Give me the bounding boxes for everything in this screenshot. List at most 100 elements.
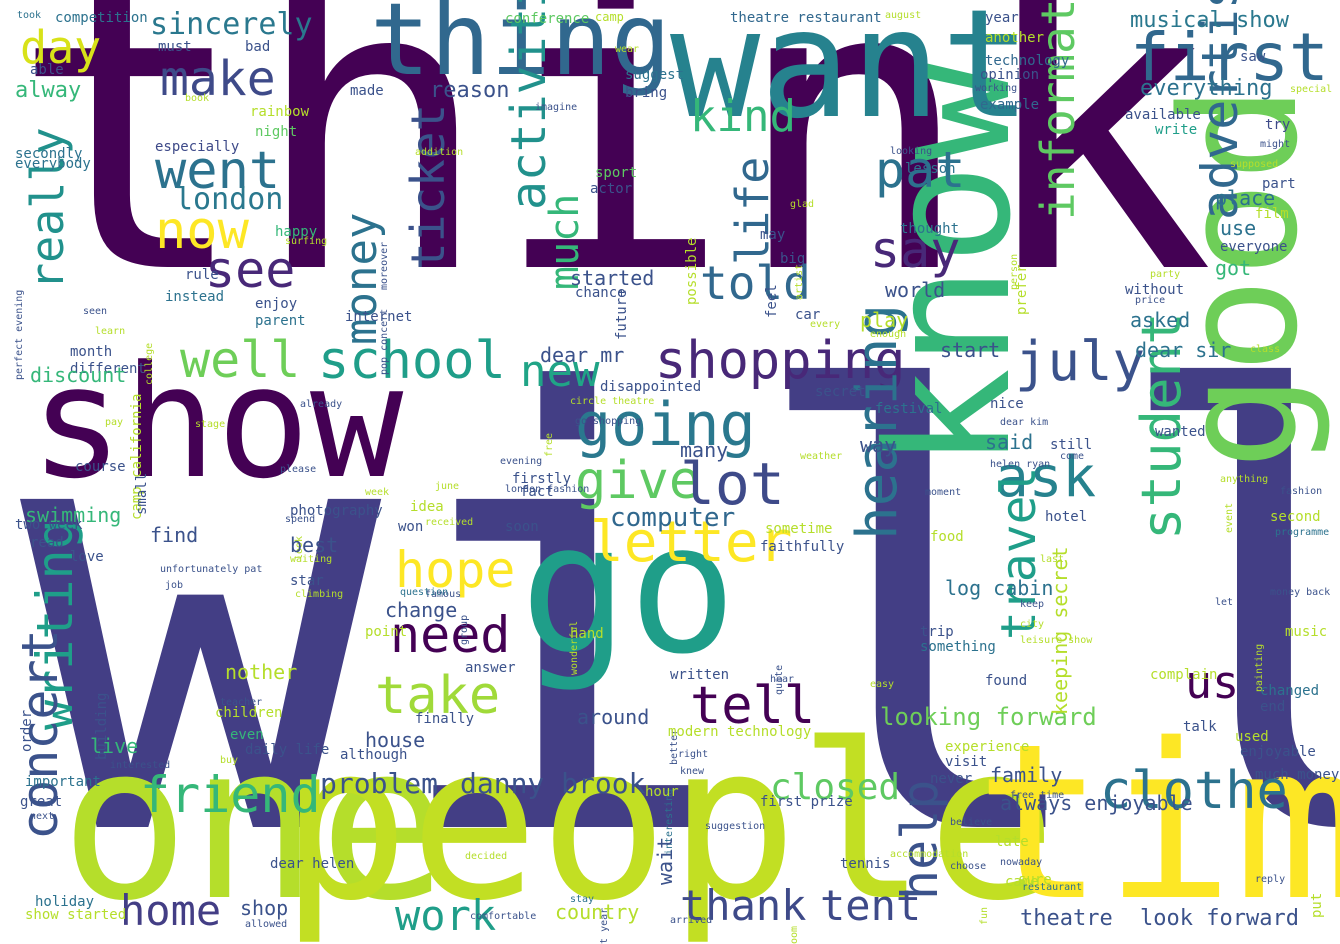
word-free-time: free time bbox=[1010, 790, 1065, 801]
word-clothe: clothe bbox=[1100, 761, 1288, 821]
word-reply: reply bbox=[1255, 874, 1286, 885]
word-part: part bbox=[1262, 176, 1296, 192]
word-musical-show: musical show bbox=[1130, 8, 1289, 33]
word-faithfully: faithfully bbox=[760, 539, 845, 555]
word-took: took bbox=[17, 10, 42, 21]
word-always-enjoyable: always enjoyable bbox=[1000, 791, 1193, 815]
word-june: june bbox=[435, 481, 460, 492]
word-asked: asked bbox=[1130, 308, 1191, 332]
word-anything: anything bbox=[1220, 474, 1269, 485]
word-find: find bbox=[150, 523, 199, 547]
word-although: although bbox=[340, 747, 408, 763]
word-complain: complain bbox=[1150, 667, 1218, 683]
word-read: read bbox=[30, 535, 64, 551]
word-enough: enough bbox=[870, 329, 907, 340]
word-world: world bbox=[885, 278, 946, 302]
word-ticket: ticket bbox=[401, 103, 455, 270]
word-addition: addition bbox=[415, 147, 464, 158]
word-lesson: lesson bbox=[905, 161, 956, 177]
word-suggest: suggest bbox=[625, 67, 685, 83]
word-evening: evening bbox=[500, 456, 543, 467]
word-reason: reason bbox=[430, 78, 510, 103]
word-need: need bbox=[390, 606, 511, 664]
word-now: now bbox=[155, 201, 249, 261]
word-got: got bbox=[1215, 256, 1252, 280]
word-made: made bbox=[350, 83, 384, 99]
word-believe: believe bbox=[950, 817, 993, 828]
word-nice: nice bbox=[990, 396, 1024, 412]
word-one: one bbox=[60, 697, 449, 944]
word-country: country bbox=[555, 900, 640, 924]
word-come: come bbox=[1060, 451, 1085, 462]
word-moment: moment bbox=[925, 487, 962, 498]
word-danny-brook: danny brook bbox=[460, 767, 646, 800]
word-hear: hear bbox=[770, 674, 795, 685]
word-instead: instead bbox=[165, 289, 225, 305]
word-must: must bbox=[158, 39, 192, 55]
word-small: small bbox=[134, 472, 150, 515]
word-looking: looking bbox=[890, 146, 933, 157]
word-home: home bbox=[120, 886, 222, 935]
word-wear: wear bbox=[615, 44, 640, 55]
word-day: day bbox=[20, 21, 102, 74]
word-family: family bbox=[990, 763, 1063, 787]
word-daily-life: daily life bbox=[245, 742, 330, 758]
word-right: right bbox=[678, 749, 709, 760]
word-won: won bbox=[398, 519, 424, 535]
word-soon: soon bbox=[505, 519, 539, 535]
word-august: august bbox=[885, 10, 922, 21]
word-came: came bbox=[1005, 874, 1039, 890]
word-chance: chance bbox=[575, 285, 626, 301]
word-may: may bbox=[760, 227, 786, 243]
word-shopping: shopping bbox=[655, 331, 906, 391]
word-conference: conference bbox=[505, 11, 590, 27]
word-secret: secret bbox=[815, 384, 866, 400]
word-children: children bbox=[215, 705, 283, 721]
word-changed: changed bbox=[1260, 683, 1320, 699]
word-class: class bbox=[1250, 344, 1281, 355]
word-wanted: wanted bbox=[1155, 424, 1206, 440]
word-college: college bbox=[144, 342, 155, 385]
word-competition: competition bbox=[55, 10, 148, 26]
word-festival: festival bbox=[875, 401, 943, 417]
word-sure: sure bbox=[1018, 872, 1052, 888]
word-photography: photography bbox=[290, 503, 383, 519]
word-finally: finally bbox=[415, 711, 475, 727]
word-car: car bbox=[795, 307, 821, 323]
word-go: go bbox=[520, 485, 737, 694]
word-answer: answer bbox=[465, 660, 516, 676]
word-actor: actor bbox=[590, 181, 633, 197]
word-bad: bad bbox=[245, 39, 271, 55]
word-look-forward: look forward bbox=[1140, 906, 1299, 931]
word-year: year bbox=[985, 10, 1019, 26]
word-friend: friend bbox=[140, 766, 321, 824]
word-let: let bbox=[1215, 597, 1234, 608]
word-film: film bbox=[1255, 206, 1289, 222]
word-see: see bbox=[205, 241, 296, 299]
word-told: told bbox=[700, 256, 811, 310]
word-helen-ryan: helen ryan bbox=[990, 459, 1051, 470]
word-write: write bbox=[1155, 122, 1198, 138]
word-love: love bbox=[70, 549, 104, 565]
word-will: will bbox=[20, 270, 1340, 944]
word-book: book bbox=[185, 93, 210, 104]
word-trip: trip bbox=[920, 624, 954, 640]
word-night: night bbox=[255, 124, 298, 140]
word-take: take bbox=[375, 666, 501, 726]
word-late: late bbox=[995, 834, 1029, 850]
word-knew: knew bbox=[680, 766, 705, 777]
word-end: end bbox=[1260, 699, 1286, 715]
word-event: event bbox=[1224, 502, 1235, 533]
word-fun: fun bbox=[979, 906, 990, 925]
word-kind: kind bbox=[690, 91, 796, 142]
word-said: said bbox=[985, 430, 1034, 454]
word-last: last bbox=[1040, 554, 1065, 565]
word-interested: interested bbox=[110, 760, 171, 771]
word-climbing: climbing bbox=[295, 589, 344, 600]
word-second: second bbox=[1270, 509, 1321, 525]
word-city: city bbox=[1020, 619, 1045, 630]
word-surfing: surfing bbox=[285, 236, 328, 247]
word-decided: decided bbox=[465, 851, 508, 862]
word-waiting: waiting bbox=[290, 554, 333, 565]
word-choose: choose bbox=[950, 861, 987, 872]
